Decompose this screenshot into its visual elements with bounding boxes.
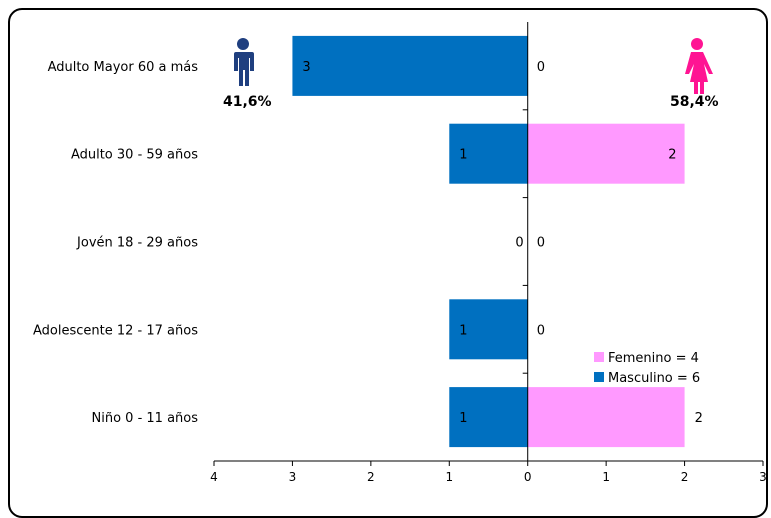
chart: 4 3 2 1 0 1 2 3 Adulto Mayor 60 a más Adulto 30 … xyxy=(33,22,767,484)
bar-masculino xyxy=(449,123,528,184)
data-label-femenino: 0 xyxy=(537,60,545,75)
legend-label-femenino: Femenino = 4 xyxy=(608,351,699,366)
data-label-masculino: 1 xyxy=(459,411,467,426)
data-label-femenino: 2 xyxy=(668,148,676,163)
axes: 4 3 2 1 0 1 2 3 xyxy=(210,22,767,484)
x-tick-label: 3 xyxy=(759,470,767,484)
x-tick-label: 1 xyxy=(445,470,453,484)
x-tick-label: 2 xyxy=(367,470,375,484)
x-tick-label: 3 xyxy=(289,470,297,484)
bar-masculino xyxy=(449,299,528,360)
data-label-femenino: 0 xyxy=(537,323,545,338)
category-label: Jovén 18 - 29 años xyxy=(76,236,198,251)
legend-swatch-masculino xyxy=(594,372,604,382)
x-tick-label: 1 xyxy=(602,470,610,484)
female-bars xyxy=(527,123,685,448)
bar-femenino xyxy=(527,387,685,448)
legend-label-masculino: Masculino = 6 xyxy=(608,371,700,386)
data-label-masculino: 1 xyxy=(459,148,467,163)
legend-swatch-femenino xyxy=(594,352,604,362)
bar-masculino xyxy=(292,35,528,96)
data-label-masculino: 1 xyxy=(459,323,467,338)
data-label-femenino: 0 xyxy=(537,236,545,251)
data-label-femenino: 2 xyxy=(695,411,703,426)
category-label: Adulto Mayor 60 a más xyxy=(48,60,199,75)
data-labels: 3 01 20 01 01 2 xyxy=(302,60,702,426)
x-tick-label: 0 xyxy=(524,470,532,484)
bar-masculino xyxy=(449,387,528,448)
female-person-icon xyxy=(685,38,713,94)
category-labels: Adulto Mayor 60 a más Adulto 30 - 59 años… xyxy=(33,60,198,426)
x-tick-label: 4 xyxy=(210,470,218,484)
x-tick-label: 2 xyxy=(681,470,689,484)
data-label-masculino: 3 xyxy=(302,60,310,75)
category-label: Adolescente 12 - 17 años xyxy=(33,323,198,338)
male-person-icon xyxy=(234,38,254,86)
legend: Femenino = 4 Masculino = 6 xyxy=(594,351,700,386)
category-label: Adulto 30 - 59 años xyxy=(71,148,198,163)
bar-femenino xyxy=(527,123,685,184)
data-label-masculino: 0 xyxy=(515,236,523,251)
male-bars xyxy=(292,35,528,448)
category-label: Niño 0 - 11 años xyxy=(92,411,199,426)
female-percent-label: 58,4% xyxy=(670,94,719,110)
male-percent-label: 41,6% xyxy=(223,94,272,110)
